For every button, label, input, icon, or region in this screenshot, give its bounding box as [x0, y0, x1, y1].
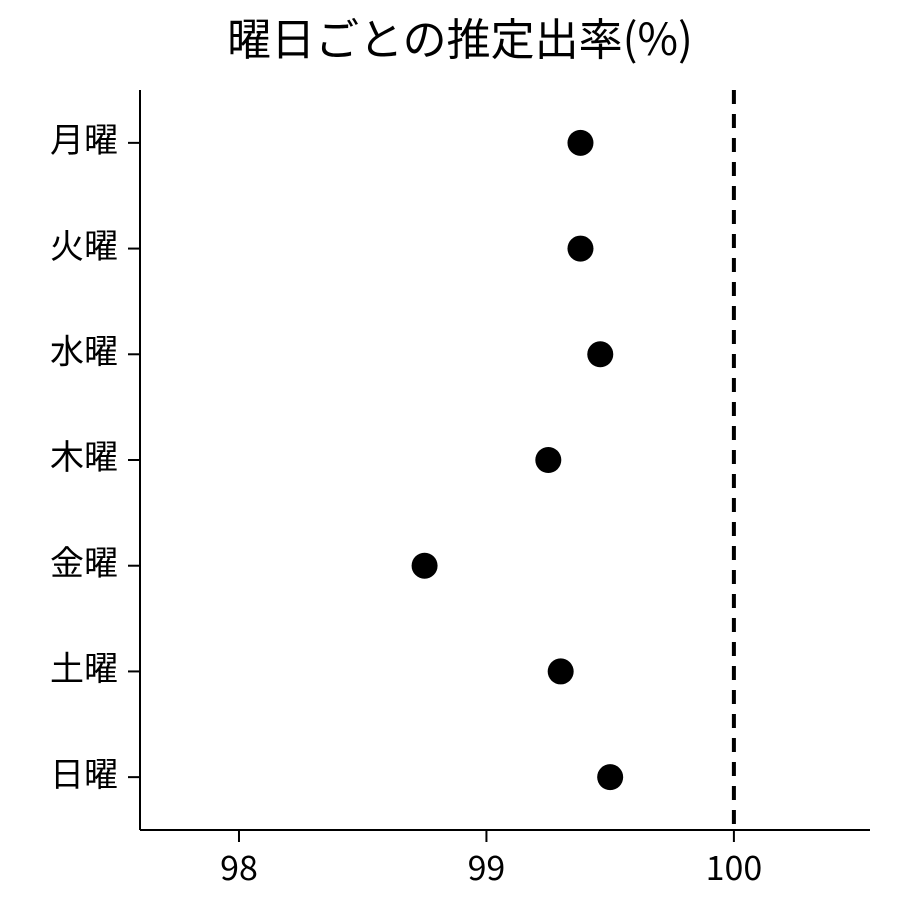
y-tick-label: 木曜: [50, 430, 118, 479]
y-tick-label: 土曜: [50, 642, 118, 691]
x-tick-label: 99: [468, 841, 506, 890]
chart-title: 曜日ごとの推定出率(%): [227, 4, 693, 68]
dot-chart: 曜日ごとの推定出率(%) 月曜火曜水曜木曜金曜土曜日曜 98 99 100: [0, 0, 900, 900]
y-tick-label: 金曜: [50, 536, 118, 585]
data-point: [567, 236, 593, 262]
y-tick-label: 月曜: [50, 113, 118, 162]
data-point: [597, 764, 623, 790]
x-tick-label: 100: [706, 841, 763, 890]
data-point: [548, 658, 574, 684]
y-tick-label: 火曜: [50, 219, 118, 268]
data-point: [535, 447, 561, 473]
x-tick-label: 98: [220, 841, 258, 890]
y-tick-label: 日曜: [50, 747, 118, 796]
data-point: [412, 553, 438, 579]
data-point: [587, 341, 613, 367]
data-point: [567, 130, 593, 156]
y-tick-label: 水曜: [50, 325, 118, 374]
